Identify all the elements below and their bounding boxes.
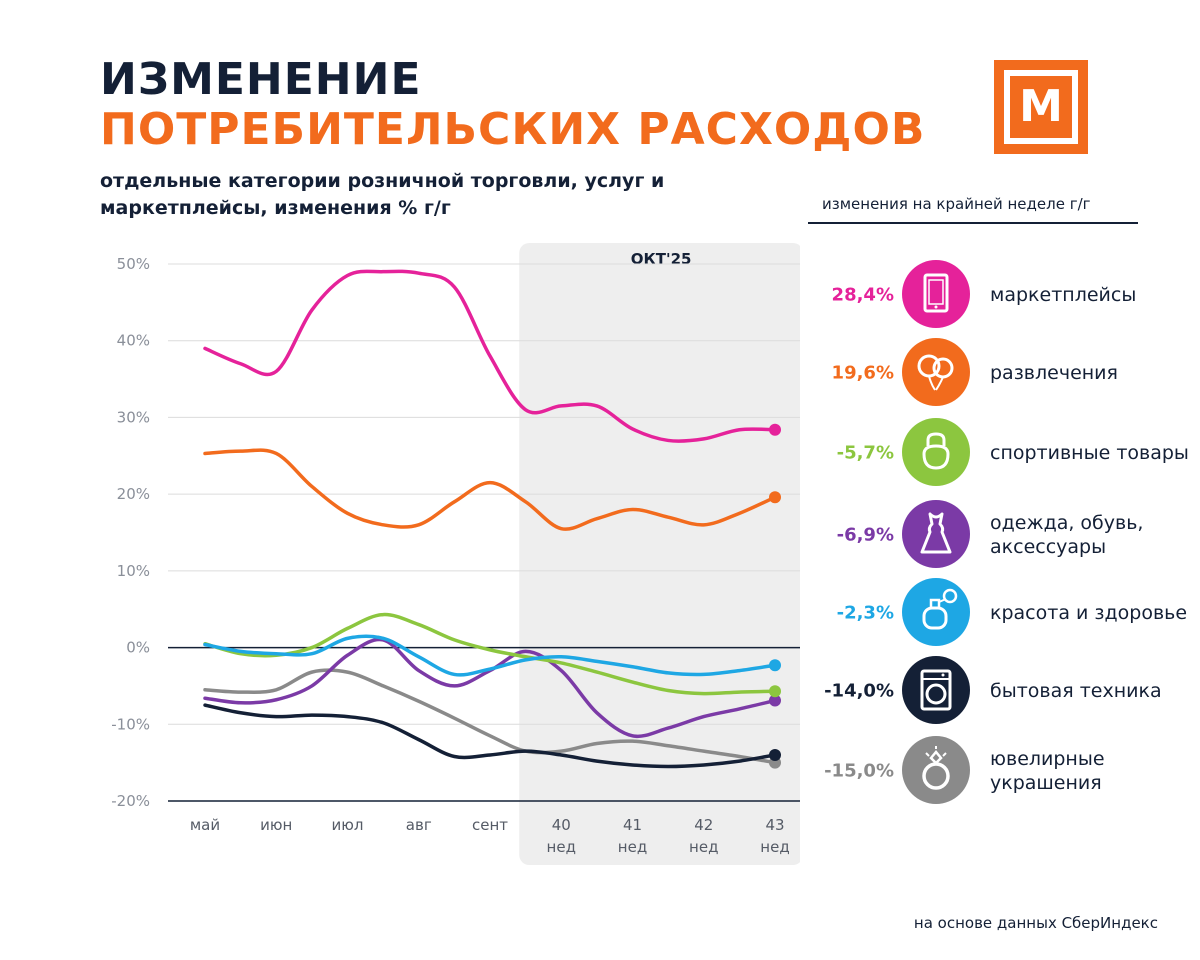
series-line <box>203 448 777 531</box>
line-chart: ОКТ'25 50% 40% 30% 20% 10% 0% -10% -20% май июн июл… <box>111 243 800 865</box>
legend-heading: изменения на крайней неделе г/г <box>822 195 1091 213</box>
series-line <box>203 668 777 765</box>
legend-value: -15,0% <box>824 760 894 782</box>
series-line <box>203 612 777 696</box>
y-tick-label: 50% <box>117 255 150 273</box>
legend-value: 19,6% <box>831 362 894 384</box>
logo-letter: М <box>1010 76 1072 138</box>
x-tick-label: 42 нед <box>689 816 718 856</box>
legend-value: 28,4% <box>831 284 894 306</box>
washing-machine-icon <box>902 656 970 724</box>
x-tick-label: июн <box>260 816 292 834</box>
series-line <box>203 269 777 443</box>
highlight-label: ОКТ'25 <box>631 250 692 268</box>
x-tick-label: июл <box>332 816 364 834</box>
legend-label: бытовая техника <box>990 680 1162 702</box>
x-tick-label: 41 нед <box>618 816 647 856</box>
legend-label: маркетплейсы <box>990 284 1137 306</box>
series-end-marker <box>769 491 781 504</box>
x-tick-label: 43 нед <box>760 816 789 856</box>
series-end-marker <box>769 685 781 698</box>
highlight-band <box>519 243 800 865</box>
kettlebell-icon <box>902 418 970 486</box>
legend-item-marketplaces: 28,4% маркетплейсы <box>808 260 1188 330</box>
x-tick-label: 40 нед <box>547 816 576 856</box>
y-tick-label: 0% <box>126 639 150 657</box>
legend-item-appliances: -14,0% бытовая техника <box>808 656 1188 726</box>
legend-item-beauty: -2,3% красота и здоровье <box>808 578 1188 648</box>
y-tick-label: -20% <box>111 792 150 810</box>
legend-value: -6,9% <box>836 524 894 546</box>
y-tick-label: 40% <box>117 332 150 350</box>
legend-label: развлечения <box>990 362 1118 384</box>
y-tick-label: -10% <box>111 715 150 733</box>
legend-label: одежда, обувь, аксессуары <box>990 512 1144 558</box>
y-tick-label: 30% <box>117 408 150 426</box>
title-line-2: ПОТРЕБИТЕЛЬСКИХ РАСХОДОВ <box>100 104 926 155</box>
series-end-marker <box>769 694 781 707</box>
series-end-marker <box>769 423 781 436</box>
legend-divider <box>808 222 1138 224</box>
legend-value: -2,3% <box>836 602 894 624</box>
legend-item-jewelry: -15,0% ювелирные украшения <box>808 736 1188 806</box>
x-tick-label: май <box>190 816 220 834</box>
y-tick-label: 10% <box>117 562 150 580</box>
legend-label: спортивные товары <box>990 442 1189 464</box>
brand-logo: М <box>994 60 1088 154</box>
series-line <box>203 703 777 769</box>
series-end-marker <box>769 659 781 672</box>
legend-item-clothing: -6,9% одежда, обувь, аксессуары <box>808 500 1188 570</box>
legend-item-entertainment: 19,6% развлечения <box>808 338 1188 408</box>
series-line <box>203 634 777 677</box>
dress-icon <box>902 500 970 568</box>
x-tick-label: авг <box>406 816 432 834</box>
series-end-marker <box>769 748 781 761</box>
balloons-icon <box>902 338 970 406</box>
legend-label: ювелирные украшения <box>990 748 1105 794</box>
legend-value: -5,7% <box>836 442 894 464</box>
tablet-icon <box>902 260 970 328</box>
title-line-1: ИЗМЕНЕНИЕ <box>100 54 422 105</box>
chart-subtitle: отдельные категории розничной торговли, … <box>100 170 665 219</box>
legend-label: красота и здоровье <box>990 602 1188 624</box>
y-tick-label: 20% <box>117 485 150 503</box>
perfume-icon <box>902 578 970 646</box>
legend-item-sport: -5,7% спортивные товары <box>808 418 1189 488</box>
x-tick-label: сент <box>472 816 508 834</box>
legend-value: -14,0% <box>824 680 894 702</box>
ring-icon <box>902 736 970 804</box>
source-note: на основе данных СберИндекс <box>913 914 1158 932</box>
